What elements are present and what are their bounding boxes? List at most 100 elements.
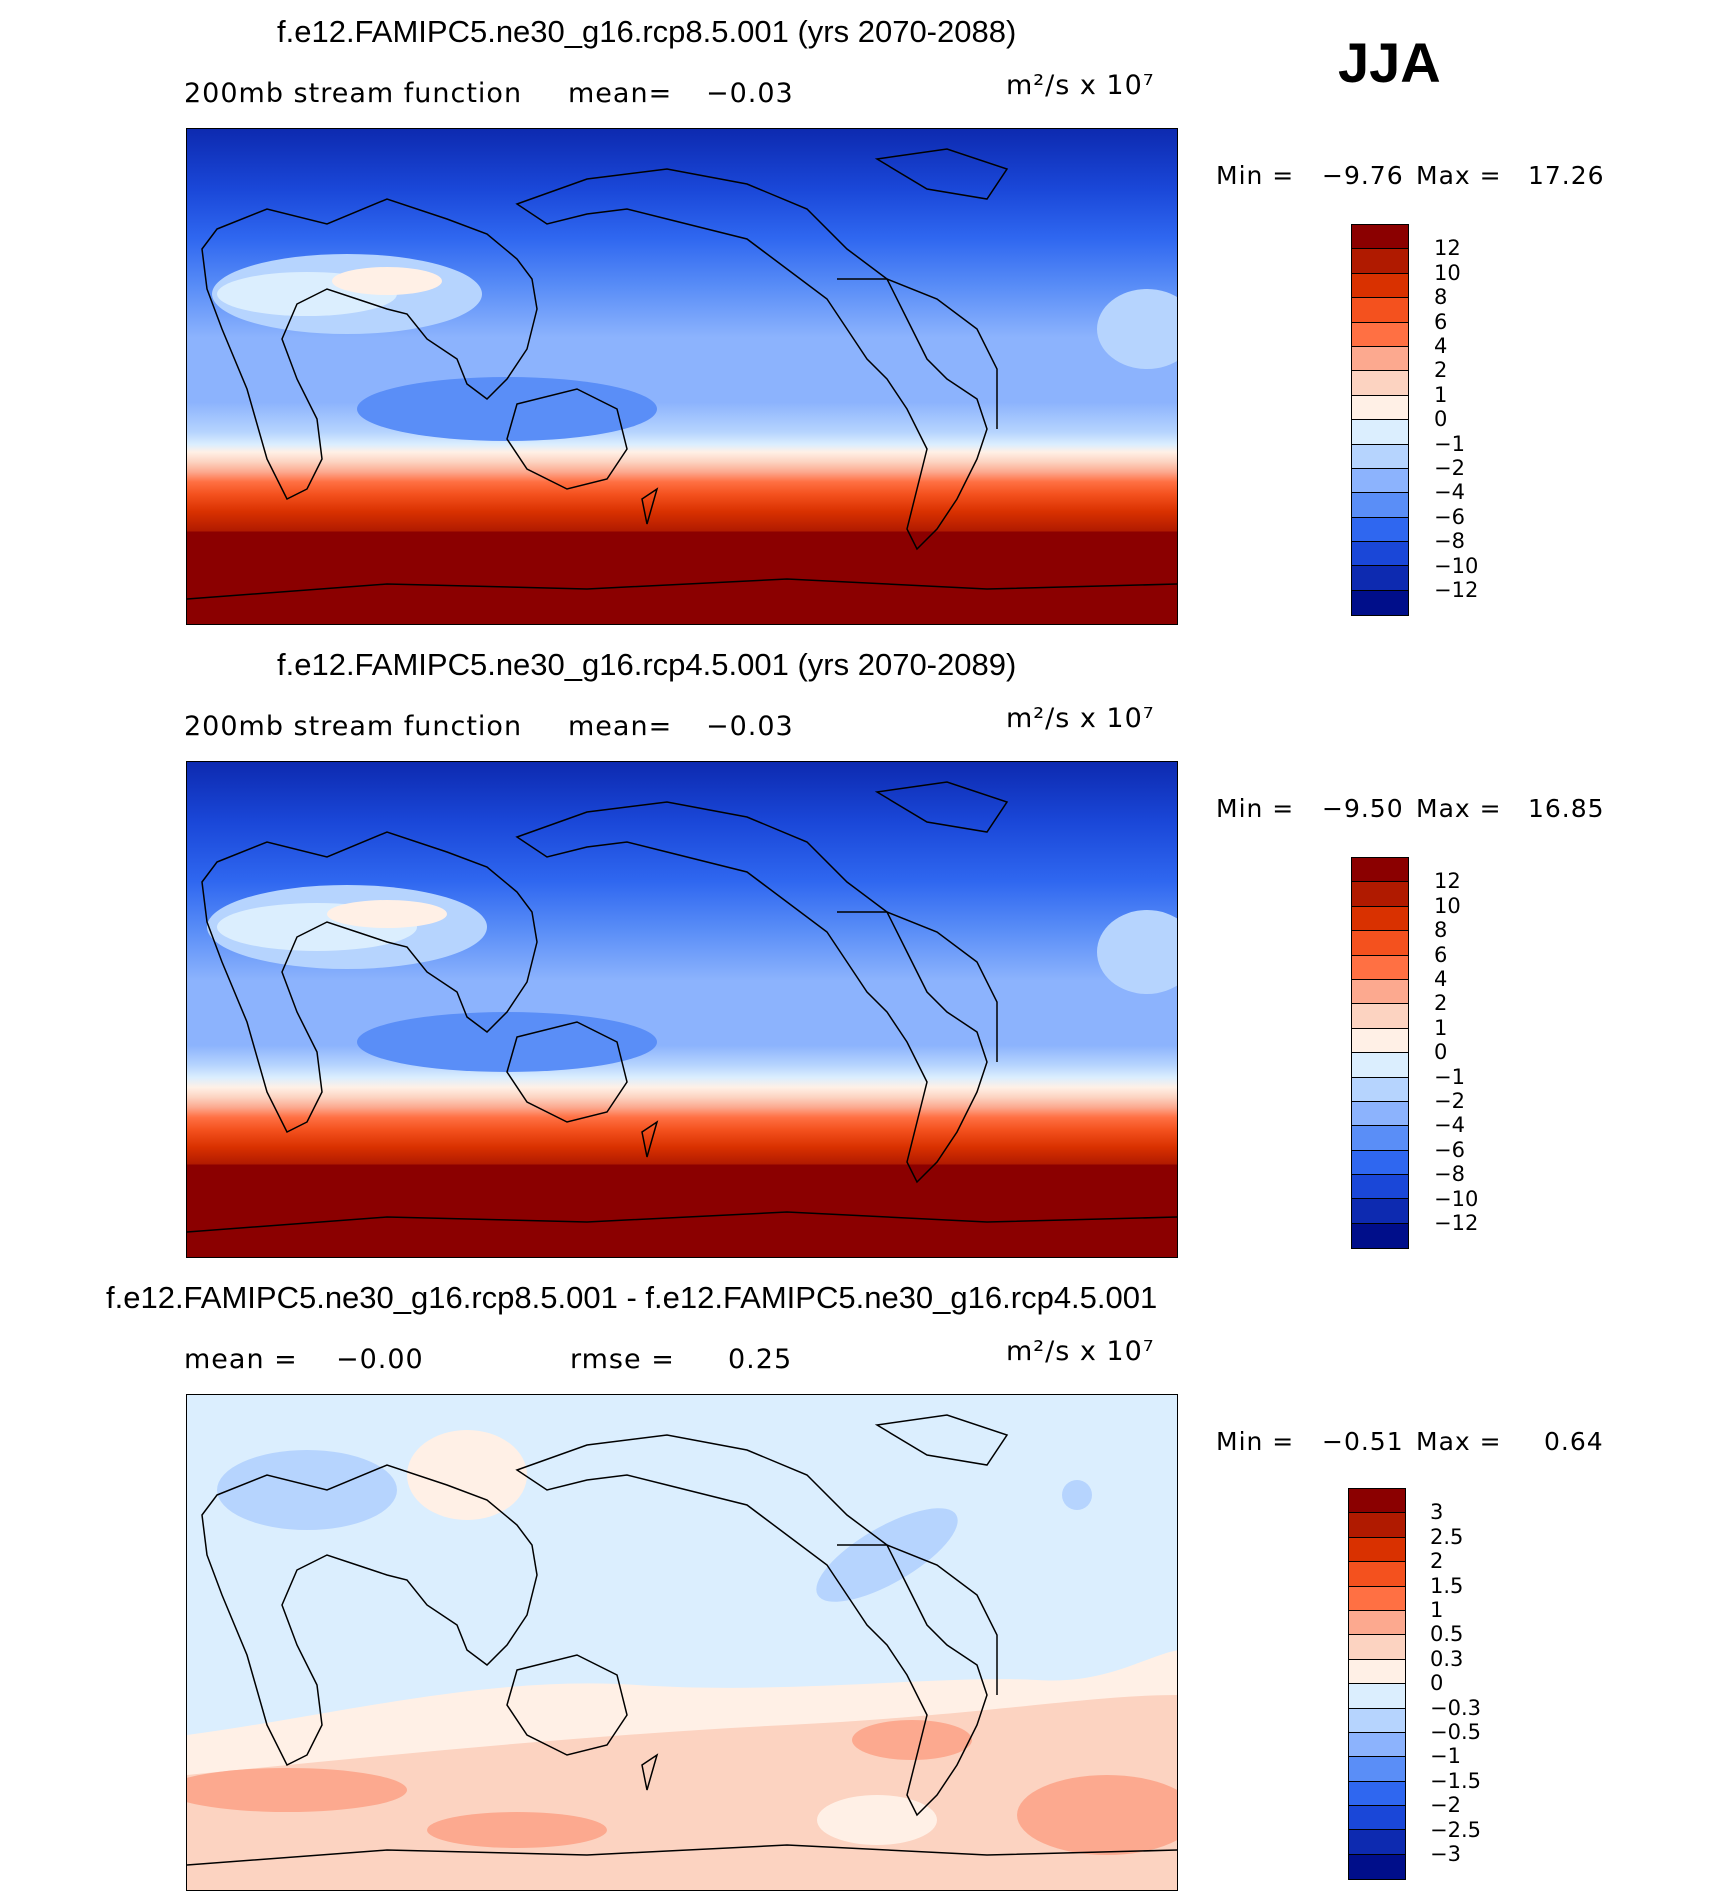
panel3-min-label: Min =: [1216, 1427, 1295, 1456]
colorbar-tick-label: −1: [1434, 431, 1465, 456]
panel1-map: [186, 128, 1178, 625]
panel1-colorbar: [1351, 224, 1409, 617]
panel2-anomaly-region: [357, 1012, 657, 1072]
colorbar-swatch: [1352, 1223, 1408, 1249]
colorbar-tick-label: 1: [1434, 382, 1448, 407]
panel3-anomaly-region: [217, 1450, 397, 1530]
colorbar-swatch: [1349, 1757, 1405, 1782]
colorbar-tick-label: −0.3: [1430, 1695, 1481, 1720]
colorbar-tick-label: −6: [1434, 504, 1465, 529]
colorbar-tick-label: 1: [1430, 1598, 1444, 1622]
colorbar-tick-label: −10: [1434, 1186, 1479, 1211]
panel1-min-value: −9.76: [1322, 161, 1404, 190]
colorbar-tick-label: 4: [1434, 967, 1448, 991]
panel1-units: m²/s x 10⁷: [1006, 70, 1155, 101]
colorbar-swatch: [1349, 1708, 1405, 1733]
colorbar-tick-label: −4: [1434, 480, 1465, 505]
panel3-anomaly-region: [817, 1795, 937, 1845]
panel3-max-value: 0.64: [1544, 1427, 1604, 1456]
colorbar-swatch: [1352, 1175, 1408, 1200]
panel2-colorbar: [1351, 857, 1409, 1250]
colorbar-tick-label: 0: [1434, 407, 1448, 432]
colorbar-swatch: [1352, 1028, 1408, 1054]
colorbar-tick-label: −2.5: [1430, 1817, 1481, 1842]
colorbar-swatch: [1352, 346, 1408, 372]
panel3-map-svg: [187, 1395, 1177, 1890]
colorbar-tick-label: 8: [1434, 285, 1448, 310]
panel2-map-svg: [187, 762, 1177, 1257]
colorbar-tick-label: −8: [1434, 1162, 1465, 1187]
panel2-variable-label: 200mb stream function: [184, 711, 523, 742]
colorbar-tick-label: −2: [1434, 456, 1465, 480]
colorbar-tick-label: 1.5: [1430, 1573, 1464, 1598]
colorbar-tick-label: 0.5: [1430, 1622, 1464, 1647]
colorbar-swatch: [1349, 1854, 1405, 1880]
colorbar-swatch: [1352, 1126, 1408, 1151]
colorbar-swatch: [1352, 517, 1408, 543]
colorbar-swatch: [1352, 444, 1408, 469]
colorbar-swatch: [1352, 542, 1408, 567]
colorbar-swatch: [1352, 468, 1408, 494]
colorbar-tick-label: −1: [1430, 1744, 1461, 1769]
panel1-variable-label: 200mb stream function: [184, 78, 523, 109]
colorbar-swatch: [1352, 249, 1408, 274]
colorbar-tick-label: 0: [1430, 1671, 1444, 1696]
colorbar-swatch: [1352, 1053, 1408, 1078]
panel2-max-value: 16.85: [1528, 794, 1605, 823]
panel1-mean-label: mean=: [568, 78, 673, 109]
panel2-title: f.e12.FAMIPC5.ne30_g16.rcp4.5.001 (yrs 2…: [277, 647, 1017, 682]
colorbar-swatch: [1352, 371, 1408, 396]
panel3-anomaly-region: [852, 1720, 972, 1760]
season-label: JJA: [1338, 31, 1441, 94]
colorbar-tick-label: 12: [1434, 236, 1461, 261]
colorbar-tick-label: 2: [1434, 358, 1448, 383]
panel2-mean-label: mean=: [568, 711, 673, 742]
colorbar-tick-label: 6: [1434, 309, 1448, 334]
colorbar-swatch: [1349, 1684, 1405, 1709]
colorbar-tick-label: 8: [1434, 918, 1448, 943]
colorbar-tick-label: 3: [1430, 1500, 1444, 1525]
colorbar-swatch: [1352, 931, 1408, 956]
colorbar-swatch: [1349, 1806, 1405, 1831]
colorbar-swatch: [1352, 858, 1408, 883]
panel3-anomaly-region: [816, 1508, 958, 1602]
colorbar-swatch: [1352, 590, 1408, 616]
colorbar-tick-label: 6: [1434, 942, 1448, 967]
panel2-field: [187, 762, 1177, 1257]
panel2-anomaly-region: [327, 900, 447, 928]
colorbar-tick-label: −12: [1434, 1211, 1479, 1235]
colorbar-swatch: [1352, 493, 1408, 518]
panel1-map-svg: [187, 129, 1177, 624]
colorbar-swatch: [1352, 566, 1408, 591]
panel3-max-label: Max =: [1416, 1427, 1502, 1456]
panel3-rmse-label: rmse =: [570, 1344, 675, 1375]
colorbar-tick-label: −1: [1434, 1064, 1465, 1089]
colorbar-swatch: [1349, 1586, 1405, 1611]
panel2-map: [186, 761, 1178, 1258]
colorbar-swatch: [1349, 1659, 1405, 1685]
panel3-anomaly-region: [427, 1812, 607, 1848]
colorbar-tick-label: −8: [1434, 529, 1465, 554]
colorbar-tick-label: −3: [1430, 1842, 1461, 1866]
colorbar-swatch: [1352, 882, 1408, 907]
colorbar-swatch: [1349, 1537, 1405, 1563]
panel3-anomaly-region: [1017, 1775, 1177, 1855]
colorbar-tick-label: −0.5: [1430, 1720, 1481, 1744]
colorbar-tick-label: 2.5: [1430, 1524, 1464, 1549]
panel3-anomaly-region: [187, 1768, 407, 1812]
panel3-units: m²/s x 10⁷: [1006, 1336, 1155, 1367]
colorbar-swatch: [1352, 395, 1408, 421]
colorbar-swatch: [1349, 1732, 1405, 1758]
colorbar-swatch: [1352, 979, 1408, 1005]
panel3-title: f.e12.FAMIPC5.ne30_g16.rcp8.5.001 - f.e1…: [106, 1280, 1158, 1315]
panel1-min-label: Min =: [1216, 161, 1295, 190]
panel3-mean-value: −0.00: [336, 1344, 424, 1375]
panel3-coastlines: [187, 1414, 1177, 1866]
panel1-anomaly-region: [1097, 289, 1177, 369]
panel2-coastlines: [187, 781, 1177, 1233]
colorbar-tick-label: 10: [1434, 260, 1461, 285]
colorbar-swatch: [1352, 1101, 1408, 1127]
colorbar-tick-label: −12: [1434, 578, 1479, 602]
colorbar-tick-label: −2: [1434, 1089, 1465, 1113]
colorbar-swatch: [1349, 1513, 1405, 1538]
